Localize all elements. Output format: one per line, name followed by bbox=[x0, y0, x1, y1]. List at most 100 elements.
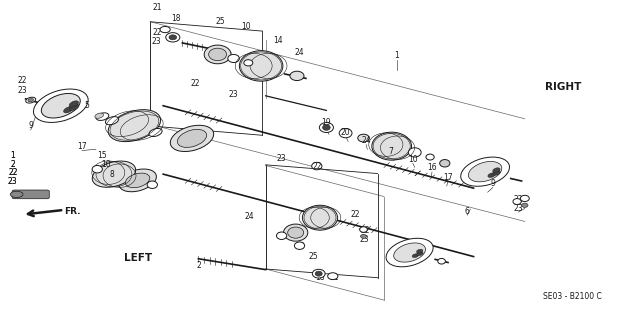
Text: LEFT: LEFT bbox=[124, 253, 152, 263]
Text: 2: 2 bbox=[10, 160, 15, 169]
Text: 6: 6 bbox=[465, 207, 470, 216]
Text: FR.: FR. bbox=[64, 207, 81, 216]
Text: 25: 25 bbox=[216, 17, 226, 26]
Ellipse shape bbox=[92, 161, 136, 187]
Text: 18: 18 bbox=[172, 14, 180, 23]
Ellipse shape bbox=[360, 227, 367, 232]
Ellipse shape bbox=[95, 113, 104, 118]
Ellipse shape bbox=[361, 234, 366, 238]
Text: 23: 23 bbox=[8, 177, 18, 186]
Text: 10: 10 bbox=[241, 22, 252, 31]
Text: 22: 22 bbox=[312, 162, 321, 171]
Text: 24: 24 bbox=[126, 180, 136, 188]
Text: 22: 22 bbox=[8, 169, 17, 177]
Ellipse shape bbox=[125, 173, 150, 188]
Ellipse shape bbox=[302, 205, 338, 230]
Ellipse shape bbox=[417, 249, 423, 253]
Text: 23: 23 bbox=[513, 204, 524, 213]
Ellipse shape bbox=[417, 252, 423, 256]
Ellipse shape bbox=[239, 51, 283, 81]
Ellipse shape bbox=[26, 97, 36, 103]
Ellipse shape bbox=[323, 125, 330, 130]
Ellipse shape bbox=[284, 224, 308, 241]
Ellipse shape bbox=[522, 203, 528, 207]
Ellipse shape bbox=[228, 54, 239, 63]
Ellipse shape bbox=[438, 258, 445, 264]
Text: 19: 19 bbox=[321, 118, 332, 127]
Text: 18: 18 bbox=[316, 273, 324, 282]
Text: 2: 2 bbox=[10, 160, 15, 169]
Text: 8: 8 bbox=[109, 170, 115, 179]
Text: 23: 23 bbox=[152, 38, 162, 46]
Ellipse shape bbox=[358, 134, 369, 142]
Text: RIGHT: RIGHT bbox=[545, 82, 581, 92]
Ellipse shape bbox=[412, 254, 419, 258]
Text: 22: 22 bbox=[8, 169, 17, 177]
Text: 1: 1 bbox=[394, 52, 399, 60]
Text: 17: 17 bbox=[443, 173, 453, 182]
Ellipse shape bbox=[96, 113, 109, 120]
Circle shape bbox=[10, 191, 23, 197]
Ellipse shape bbox=[426, 154, 435, 160]
Text: 16: 16 bbox=[427, 164, 437, 172]
Ellipse shape bbox=[493, 171, 500, 175]
Text: 24: 24 bbox=[294, 48, 305, 57]
Text: 23: 23 bbox=[228, 91, 239, 99]
Text: 9: 9 bbox=[28, 122, 33, 130]
Ellipse shape bbox=[276, 232, 287, 239]
Text: 22: 22 bbox=[360, 226, 369, 234]
Text: 20: 20 bbox=[340, 128, 351, 137]
Ellipse shape bbox=[520, 195, 529, 202]
Ellipse shape bbox=[119, 169, 156, 192]
Ellipse shape bbox=[106, 117, 118, 125]
Ellipse shape bbox=[147, 181, 157, 188]
Ellipse shape bbox=[316, 271, 323, 276]
Text: 23: 23 bbox=[360, 235, 370, 244]
Text: 24: 24 bbox=[244, 212, 255, 220]
Ellipse shape bbox=[339, 128, 352, 138]
Text: 23: 23 bbox=[8, 177, 18, 186]
Ellipse shape bbox=[319, 123, 333, 132]
Text: 22: 22 bbox=[514, 195, 523, 203]
Ellipse shape bbox=[493, 168, 500, 172]
Text: 23: 23 bbox=[17, 86, 28, 95]
Ellipse shape bbox=[170, 125, 214, 151]
Text: 25: 25 bbox=[308, 252, 319, 261]
Ellipse shape bbox=[63, 107, 73, 113]
Ellipse shape bbox=[394, 243, 426, 262]
Ellipse shape bbox=[204, 45, 231, 64]
Ellipse shape bbox=[440, 160, 450, 167]
Text: 7: 7 bbox=[388, 147, 393, 156]
Ellipse shape bbox=[177, 129, 207, 147]
Ellipse shape bbox=[149, 128, 162, 137]
Ellipse shape bbox=[166, 33, 180, 42]
Text: 21: 21 bbox=[152, 3, 161, 12]
Ellipse shape bbox=[461, 157, 509, 186]
Text: 5: 5 bbox=[84, 101, 89, 110]
Ellipse shape bbox=[312, 162, 322, 170]
Text: 22: 22 bbox=[18, 77, 27, 85]
Ellipse shape bbox=[408, 148, 421, 157]
Text: 23: 23 bbox=[276, 154, 287, 163]
Text: 10: 10 bbox=[100, 160, 111, 169]
Ellipse shape bbox=[69, 101, 79, 107]
Text: 22: 22 bbox=[191, 80, 200, 88]
Text: 1: 1 bbox=[10, 151, 15, 160]
Text: 21: 21 bbox=[330, 273, 339, 282]
Ellipse shape bbox=[70, 104, 79, 110]
Ellipse shape bbox=[386, 238, 433, 267]
Text: 1: 1 bbox=[10, 151, 15, 160]
Text: 10: 10 bbox=[294, 242, 305, 251]
Text: 15: 15 bbox=[276, 232, 287, 241]
Ellipse shape bbox=[513, 199, 521, 205]
Ellipse shape bbox=[42, 94, 80, 118]
Ellipse shape bbox=[372, 132, 412, 160]
Text: 9: 9 bbox=[490, 179, 495, 188]
Text: 22: 22 bbox=[152, 28, 161, 37]
Ellipse shape bbox=[290, 71, 304, 81]
Ellipse shape bbox=[92, 165, 102, 173]
Ellipse shape bbox=[108, 110, 161, 142]
Ellipse shape bbox=[488, 173, 495, 178]
Ellipse shape bbox=[33, 89, 88, 123]
Text: 24: 24 bbox=[361, 136, 371, 145]
